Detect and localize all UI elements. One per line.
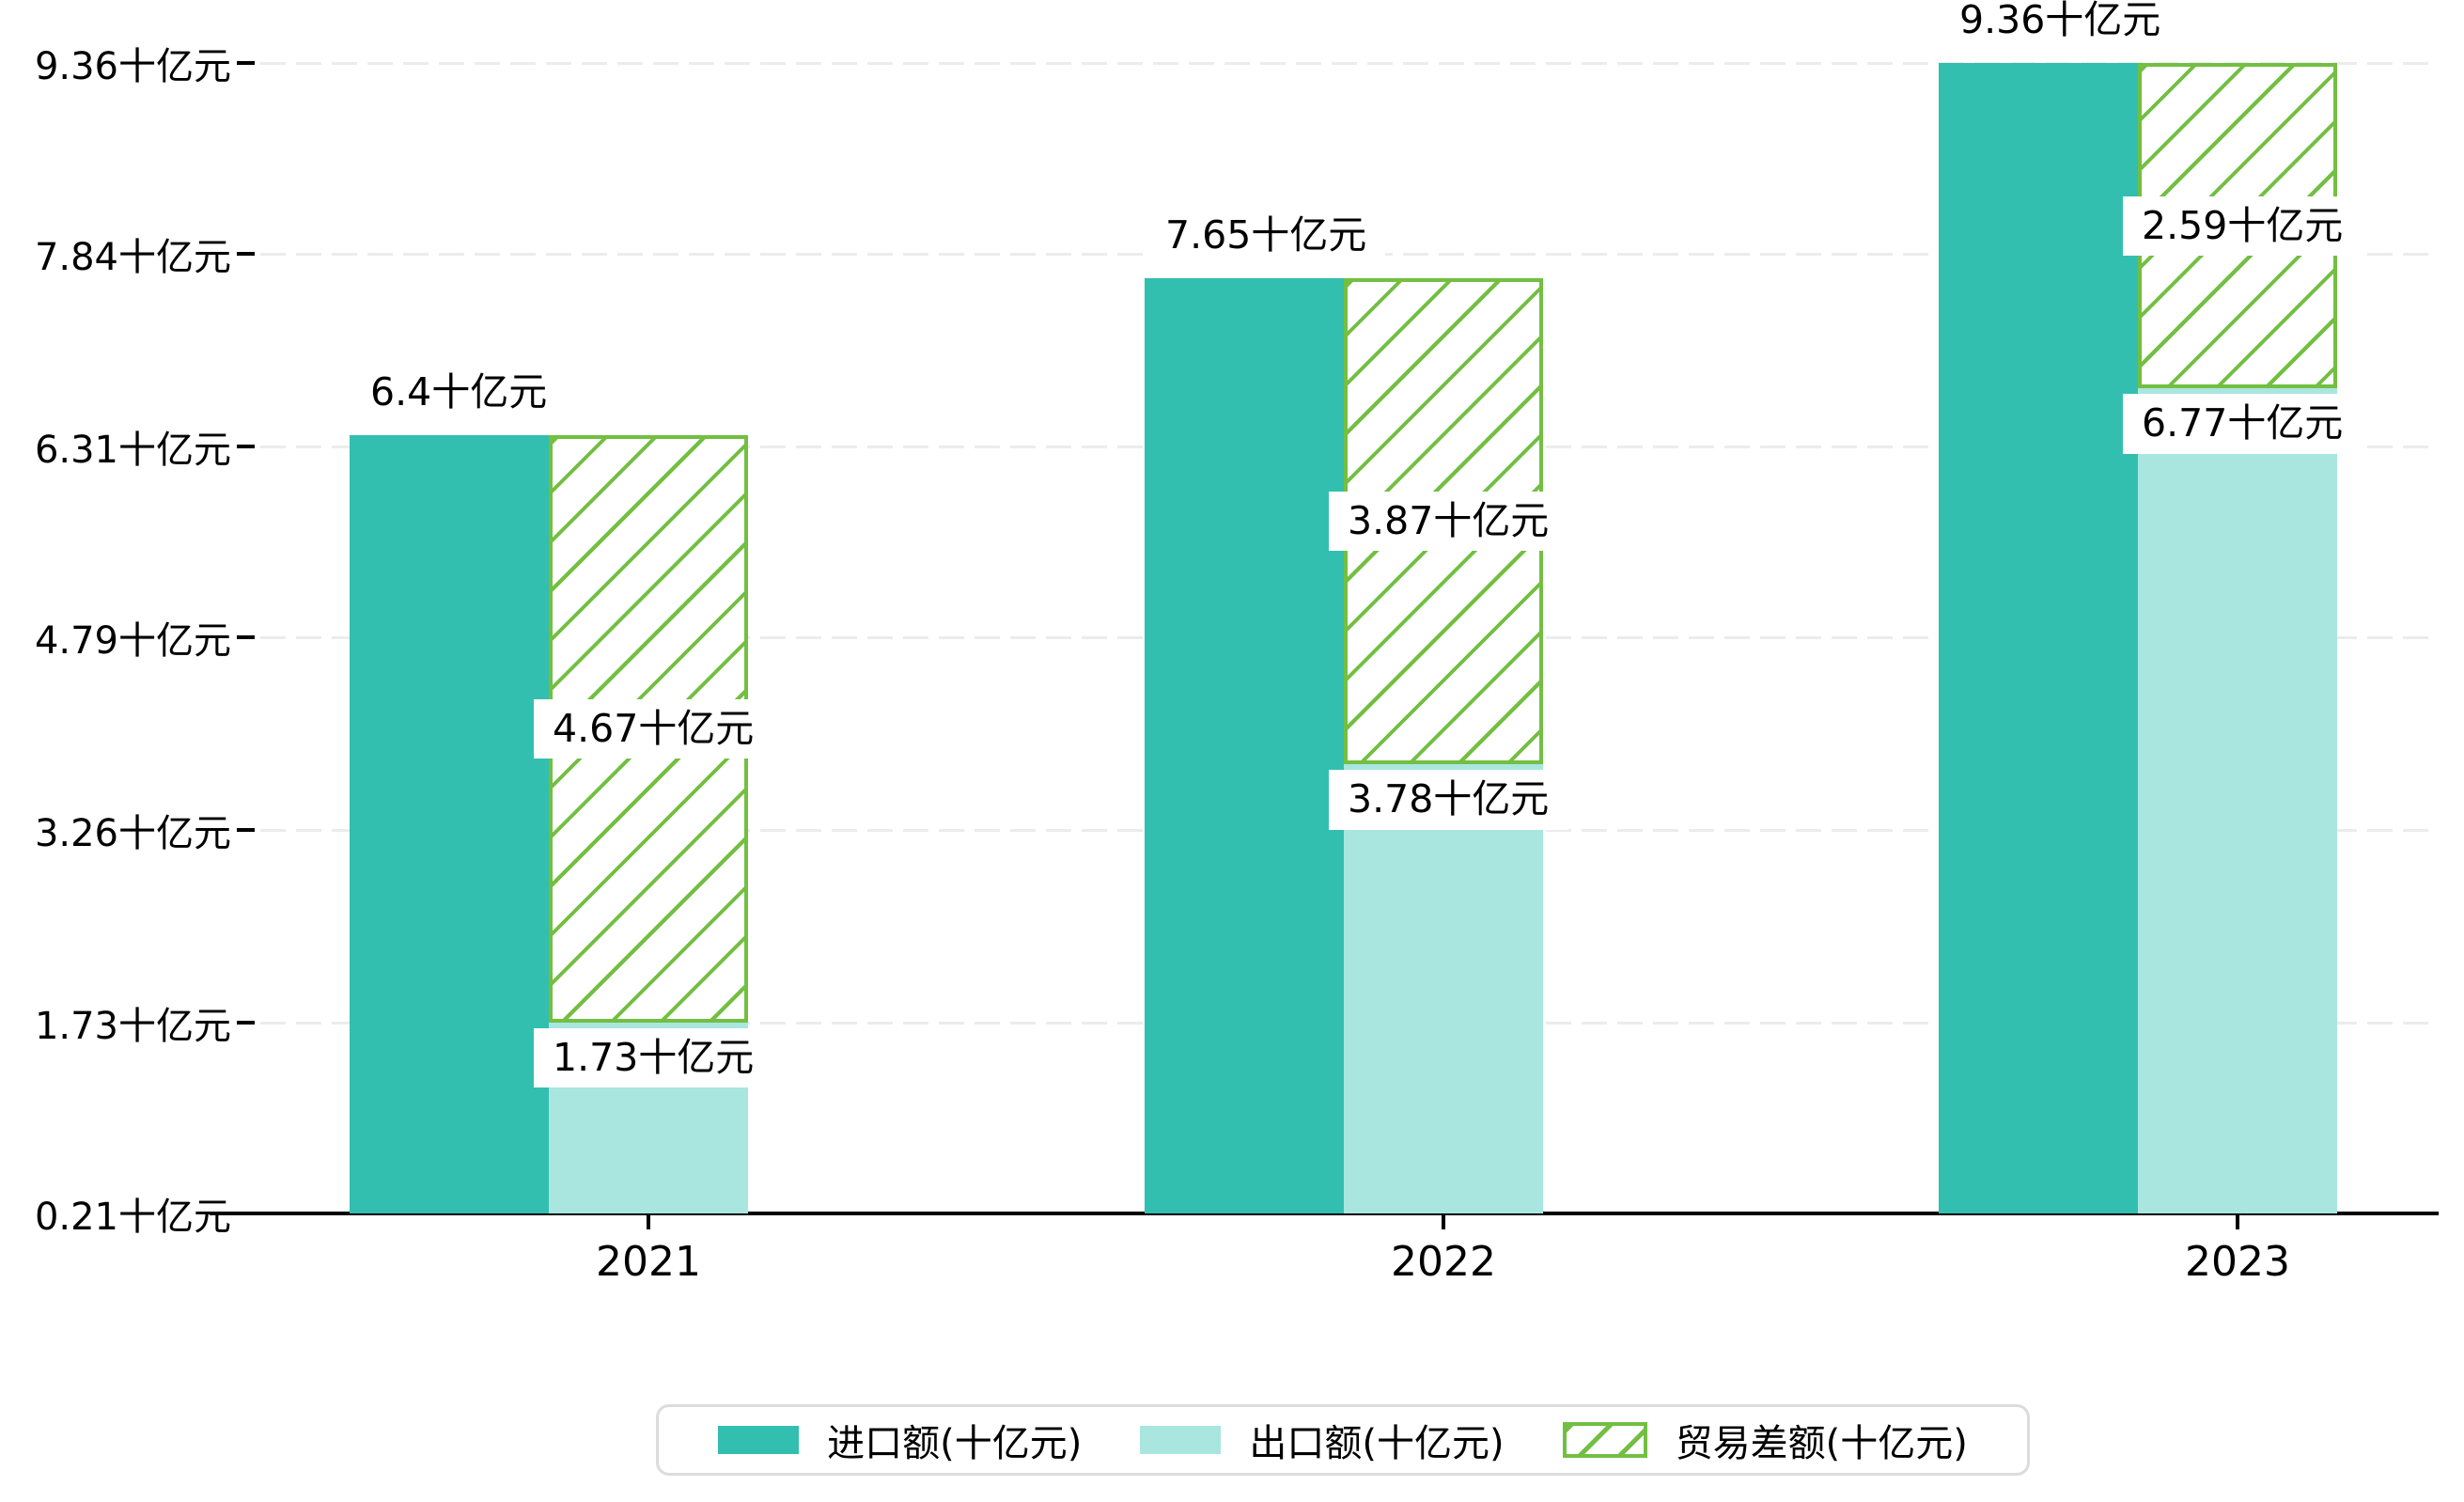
y-axis-tick bbox=[237, 828, 255, 832]
y-axis-tick-label: 3.26十亿元 bbox=[34, 812, 231, 855]
x-axis-line bbox=[210, 1212, 2439, 1215]
y-axis-tick bbox=[237, 635, 255, 640]
y-axis-tick bbox=[237, 61, 255, 65]
y-axis-tick-label: 4.79十亿元 bbox=[34, 619, 231, 664]
import-swatch-icon bbox=[718, 1426, 800, 1454]
x-axis-tick bbox=[1442, 1215, 1445, 1229]
import-value-label: 7.65十亿元 bbox=[1146, 205, 1386, 265]
y-axis-tick-label: 1.73十亿元 bbox=[34, 1004, 231, 1048]
x-axis-category-label: 2023 bbox=[2185, 1238, 2290, 1286]
y-axis-tick-label: 6.31十亿元 bbox=[34, 429, 231, 472]
y-axis-tick-label: 0.21十亿元 bbox=[34, 1196, 231, 1239]
y-axis-tick bbox=[237, 252, 255, 257]
legend-item-trade-difference: 贸易差额(十亿元) bbox=[1562, 1413, 1968, 1467]
export-value-label: 1.73十亿元 bbox=[534, 1027, 773, 1087]
y-gridline bbox=[260, 62, 2439, 65]
legend-item-import: 进口额(十亿元) bbox=[718, 1413, 1082, 1467]
legend-label-export: 出口额(十亿元) bbox=[1249, 1422, 1505, 1465]
export-swatch-icon bbox=[1140, 1426, 1222, 1454]
import-bar-2021 bbox=[350, 434, 549, 1213]
x-axis-tick bbox=[647, 1215, 650, 1229]
y-axis-tick-label: 7.84十亿元 bbox=[34, 236, 231, 280]
export-value-label: 6.77十亿元 bbox=[2123, 394, 2363, 454]
legend-label-trade-difference: 贸易差额(十亿元) bbox=[1675, 1422, 1968, 1465]
import-bar-2023 bbox=[1939, 63, 2138, 1213]
export-value-label: 3.78十亿元 bbox=[1329, 770, 1568, 830]
chart-legend: 进口额(十亿元) 出口额(十亿元) 贸易差额(十亿元) bbox=[656, 1404, 2030, 1476]
import-value-label: 6.4十亿元 bbox=[351, 362, 567, 423]
x-axis-category-label: 2022 bbox=[1391, 1238, 1496, 1286]
import-bar-2022 bbox=[1145, 277, 1344, 1213]
x-axis-category-label: 2021 bbox=[596, 1238, 701, 1286]
trade-difference-value-label: 3.87十亿元 bbox=[1329, 492, 1568, 552]
legend-item-export: 出口额(十亿元) bbox=[1140, 1413, 1505, 1467]
trade-difference-value-label: 4.67十亿元 bbox=[534, 698, 773, 759]
y-axis-tick bbox=[237, 1020, 255, 1025]
y-axis-tick-label: 9.36十亿元 bbox=[34, 45, 231, 88]
legend-label-import: 进口额(十亿元) bbox=[827, 1422, 1083, 1465]
y-axis-tick bbox=[237, 445, 255, 448]
trade-difference-value-label: 2.59十亿元 bbox=[2123, 196, 2363, 256]
export-bar-2023 bbox=[2138, 388, 2337, 1213]
import-value-label: 9.36十亿元 bbox=[1941, 0, 2180, 51]
trade-difference-swatch-icon bbox=[1562, 1422, 1647, 1458]
export-bar-2022 bbox=[1344, 764, 1543, 1213]
x-axis-tick bbox=[2236, 1215, 2239, 1229]
